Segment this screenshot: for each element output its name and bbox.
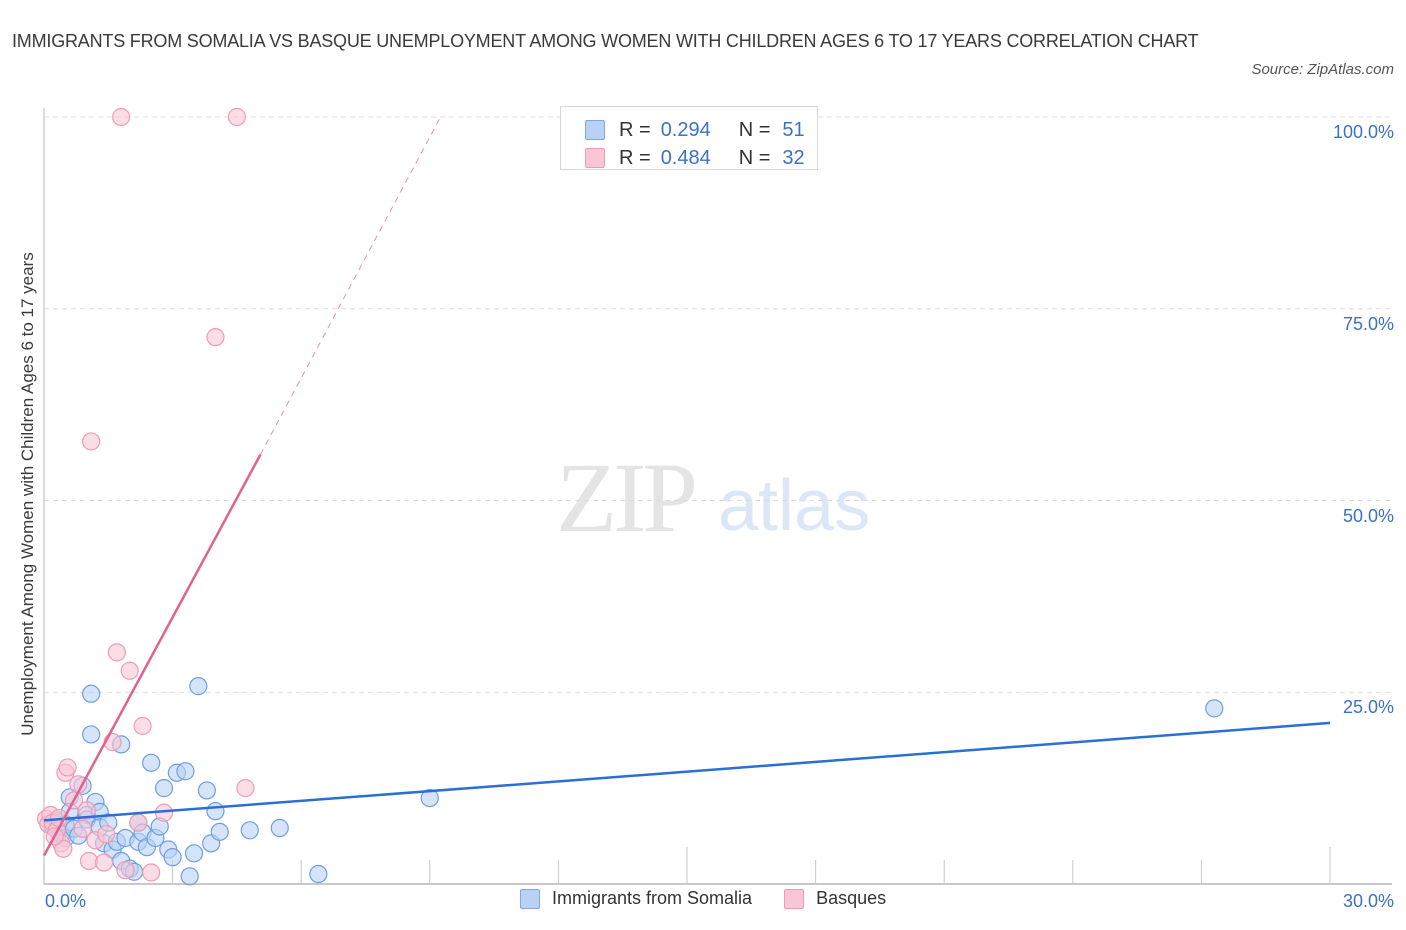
data-point[interactable] [163,848,182,867]
r-label: R = [619,146,651,169]
data-point[interactable] [240,821,259,840]
data-point[interactable] [236,779,255,798]
chart-title: IMMIGRANTS FROM SOMALIA VS BASQUE UNEMPL… [12,31,1199,51]
data-point[interactable] [97,825,116,844]
data-point[interactable] [54,839,73,858]
data-point[interactable] [180,867,199,886]
legend-label-somalia: Immigrants from Somalia [552,888,753,908]
data-point[interactable] [112,107,131,127]
data-point[interactable] [142,863,161,882]
trend-line [42,453,262,857]
y-axis-label: Unemployment Among Women with Children A… [18,252,37,736]
legend-row-somalia: R = 0.294 N = 51 [585,118,805,142]
y-tick-25: 25.0% [1342,697,1394,717]
data-point[interactable] [309,864,328,884]
data-point[interactable] [133,716,152,736]
data-point[interactable] [82,432,101,451]
trend-line [43,721,1331,822]
data-point[interactable] [129,813,148,832]
data-point[interactable] [82,725,101,744]
series-basques-points [37,107,255,882]
x-tick-30: 30.0% [1342,891,1394,911]
legend-stats: R = 0.294 N = 51 R = 0.484 N = 32 [560,106,818,170]
source-label: Source: ZipAtlas.com [1251,61,1394,78]
data-point[interactable] [227,107,246,127]
data-point[interactable] [189,677,208,696]
n-label: N = [738,118,771,141]
legend-label-basques: Basques [816,888,887,908]
n-value-somalia: 51 [782,118,805,141]
data-point[interactable] [176,762,195,781]
somalia-swatch-icon [585,120,605,140]
data-point[interactable] [154,779,174,798]
series-somalia-points [43,677,1224,886]
data-point[interactable] [77,801,96,820]
n-label: N = [738,146,771,169]
somalia-swatch-icon [520,888,540,909]
data-point[interactable] [107,643,126,662]
legend-row-basques: R = 0.484 N = 32 [585,146,805,170]
gridlines [44,116,1392,693]
watermark-zip: ZIP [556,442,698,553]
basques-swatch-icon [585,148,605,168]
axes [43,108,1392,885]
data-point[interactable] [58,758,77,777]
r-value-basques: 0.484 [660,146,711,169]
data-point[interactable] [73,819,92,838]
r-label: R = [619,118,651,141]
data-point[interactable] [197,781,216,800]
data-point[interactable] [116,861,135,880]
y-tick-50: 50.0% [1342,506,1394,526]
data-point[interactable] [82,684,101,703]
data-point[interactable] [120,661,139,680]
trend-lines [42,116,1331,857]
trend-line-extension [260,116,441,455]
data-point[interactable] [184,844,204,863]
data-point[interactable] [1205,699,1224,718]
data-point[interactable] [94,853,114,872]
data-point[interactable] [79,851,99,871]
x-tick-0: 0.0% [45,891,87,911]
data-point[interactable] [420,788,439,808]
data-point[interactable] [206,802,225,821]
data-point[interactable] [206,328,225,347]
basques-swatch-icon [784,888,805,909]
data-point[interactable] [270,818,289,838]
y-tick-100: 100.0% [1332,122,1394,142]
y-tick-75: 75.0% [1342,314,1394,334]
legend-series: Immigrants from Somalia Basques [520,888,918,909]
data-point[interactable] [210,822,229,841]
legend-item-somalia[interactable]: Immigrants from Somalia [520,888,752,909]
n-value-basques: 32 [782,146,805,169]
legend-item-basques[interactable]: Basques [784,888,886,909]
r-value-somalia: 0.294 [660,118,711,141]
data-point[interactable] [142,753,161,772]
watermark-atlas: atlas [718,466,871,546]
